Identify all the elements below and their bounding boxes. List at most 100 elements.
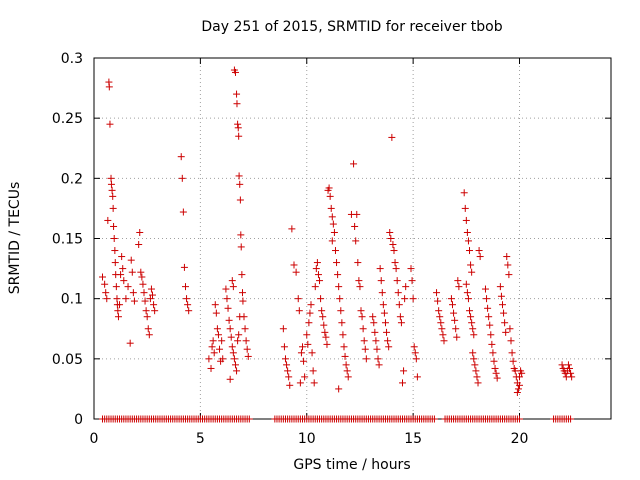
data-point: [280, 343, 288, 351]
data-point: [401, 295, 409, 303]
data-point: [475, 247, 483, 255]
data-point: [212, 309, 220, 317]
data-point: [118, 253, 126, 261]
data-point: [150, 301, 158, 309]
data-point: [472, 367, 480, 375]
data-point: [369, 313, 377, 321]
data-point: [224, 304, 232, 312]
x-tick-label: 10: [298, 431, 316, 447]
y-tick-label: 0: [74, 412, 83, 428]
data-point: [488, 340, 496, 348]
data-point: [239, 289, 247, 297]
data-point: [296, 379, 304, 387]
data-point: [227, 333, 235, 341]
data-point: [285, 373, 293, 381]
data-point: [208, 343, 216, 351]
data-point: [388, 133, 396, 141]
data-point: [231, 361, 239, 369]
data-point: [226, 375, 234, 383]
ticks-layer: 0 0.05 0.1 0.15 0.2 0.25 0.3 0 5 10 15 20: [52, 51, 611, 447]
data-point: [413, 373, 421, 381]
y-axis-label: SRMTID / TECUs: [7, 182, 23, 295]
data-point: [230, 355, 238, 363]
data-point: [412, 355, 420, 363]
data-point: [239, 297, 247, 305]
data-point: [484, 304, 492, 312]
data-point: [327, 204, 335, 212]
data-point: [310, 379, 318, 387]
data-point: [390, 247, 398, 255]
data-point: [236, 196, 244, 204]
data-point: [451, 316, 459, 324]
data-point: [434, 297, 442, 305]
data-point: [358, 313, 366, 321]
grid-layer: [94, 58, 611, 419]
data-point: [328, 213, 336, 221]
data-point: [234, 124, 242, 132]
data-point: [335, 283, 343, 291]
data-point: [335, 385, 343, 393]
data-point: [373, 345, 381, 353]
data-point: [467, 313, 475, 321]
data-point: [301, 373, 309, 381]
data-point: [299, 343, 307, 351]
data-point: [501, 319, 509, 327]
data-point: [460, 189, 468, 197]
data-point: [181, 283, 189, 291]
data-point: [356, 283, 364, 291]
y-tick-label: 0.25: [52, 111, 83, 127]
data-point: [213, 325, 221, 333]
data-point: [235, 172, 243, 180]
data-point: [279, 325, 287, 333]
data-point: [316, 277, 324, 285]
data-point: [140, 289, 148, 297]
data-point: [383, 328, 391, 336]
data-point: [207, 364, 215, 372]
data-point: [361, 345, 369, 353]
data-point: [113, 295, 121, 303]
data-point: [226, 325, 234, 333]
data-point: [344, 373, 352, 381]
data-point: [102, 289, 110, 297]
data-point: [387, 235, 395, 242]
x-tick-label: 15: [404, 431, 422, 447]
data-point: [516, 381, 524, 389]
data-point: [309, 367, 317, 375]
x-tick-label: 20: [511, 431, 529, 447]
data-point: [101, 280, 109, 288]
data-point: [237, 243, 245, 251]
data-point: [407, 265, 415, 273]
data-point: [308, 349, 316, 357]
data-point: [333, 259, 341, 267]
data-point: [237, 231, 245, 239]
data-point: [468, 319, 476, 327]
data-point: [395, 301, 403, 309]
data-point: [236, 180, 244, 188]
data-point: [505, 271, 513, 279]
data-point: [558, 361, 566, 369]
data-point: [371, 328, 379, 336]
data-point: [235, 132, 243, 140]
data-point: [386, 228, 394, 236]
data-point: [393, 277, 401, 285]
data-point: [241, 325, 249, 333]
data-point: [329, 220, 337, 228]
y-tick-label: 0.3: [61, 51, 83, 67]
data-point: [235, 331, 243, 339]
data-point: [454, 277, 462, 285]
chart-title: Day 251 of 2015, SRMTID for receiver tbo…: [201, 19, 502, 35]
data-point: [142, 307, 150, 315]
data-point: [380, 309, 388, 317]
data-point: [234, 337, 242, 345]
data-point: [513, 389, 521, 397]
data-point: [375, 361, 383, 369]
data-point: [330, 228, 338, 236]
data-point: [124, 283, 132, 291]
data-point: [462, 280, 470, 288]
data-point: [518, 369, 526, 377]
data-point: [516, 373, 524, 381]
data-point: [402, 283, 410, 291]
data-point: [233, 100, 241, 108]
data-point: [502, 328, 510, 336]
